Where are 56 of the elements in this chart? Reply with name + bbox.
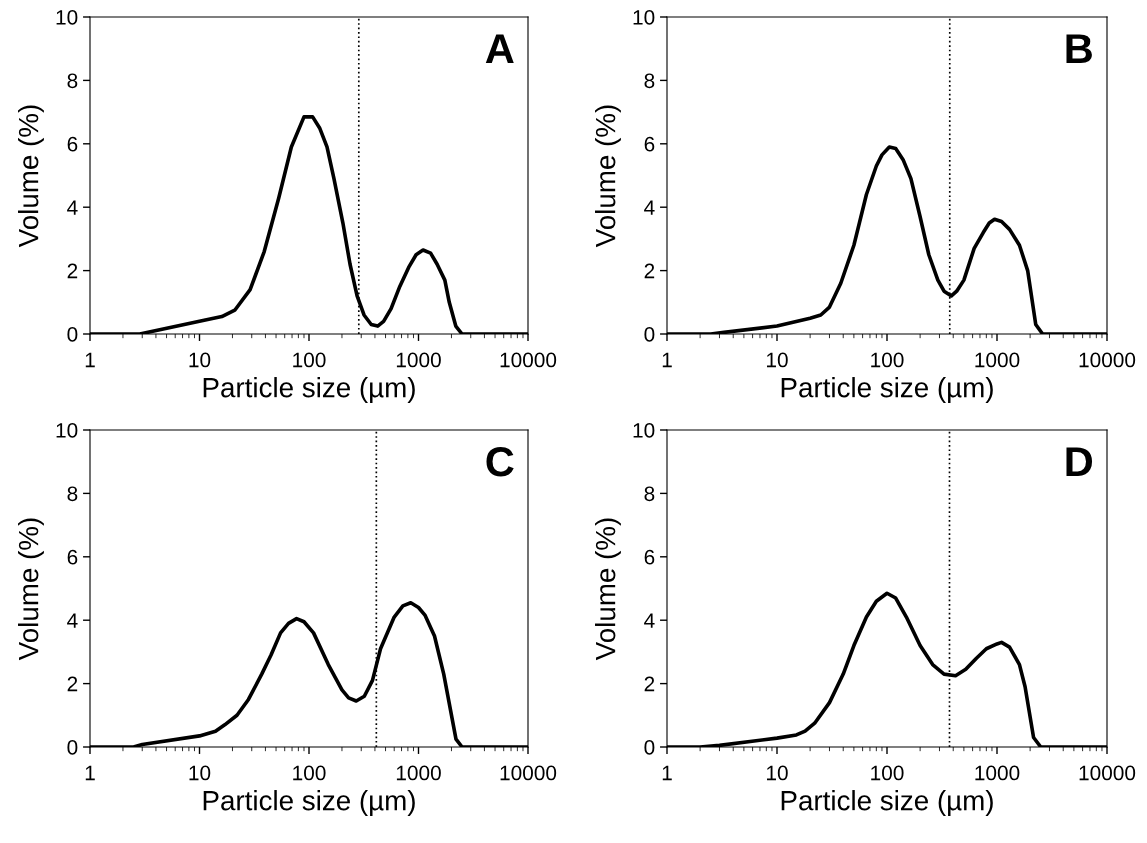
y-tick-label: 6: [644, 549, 655, 565]
y-tick-label: 4: [644, 200, 655, 215]
x-tick-label: 100: [293, 765, 326, 781]
y-tick-label: 2: [644, 263, 655, 279]
x-tick-label: 1000: [396, 765, 441, 781]
x-axis-title: Particle size (µm): [781, 790, 993, 816]
y-tick-label: 6: [67, 549, 78, 565]
x-axis-title: Particle size (µm): [203, 790, 415, 816]
y-tick-label: 2: [644, 676, 655, 692]
x-tick-label: 1000: [975, 765, 1020, 781]
y-tick-label: 4: [67, 613, 78, 628]
y-tick-label: 0: [67, 740, 78, 755]
x-tick-label: 100: [871, 765, 904, 781]
y-axis-title: Volume (%): [18, 105, 44, 248]
y-tick-label: 4: [67, 200, 78, 215]
x-tick-label: 10000: [1079, 765, 1136, 781]
y-tick-label: 10: [633, 10, 655, 25]
y-tick-label: 8: [67, 73, 78, 89]
x-tick-label: 1: [85, 352, 95, 368]
x-tick-label: 1: [662, 352, 672, 368]
x-tick-label: 10000: [500, 765, 557, 781]
y-tick-label: 10: [56, 423, 78, 438]
x-axis-title: Particle size (µm): [203, 377, 415, 403]
x-tick-label: 10: [189, 765, 211, 781]
y-tick-label: 10: [56, 10, 78, 25]
y-tick-label: 2: [67, 263, 78, 279]
x-tick-label: 10: [767, 352, 788, 368]
x-tick-label: 1000: [396, 352, 441, 368]
x-tick-label: 10000: [1079, 352, 1136, 368]
x-tick-label: 10: [189, 352, 211, 368]
y-tick-label: 8: [67, 486, 78, 502]
annotation: D: [1066, 447, 1093, 477]
y-tick-label: 10: [633, 423, 655, 438]
y-tick-label: 6: [644, 136, 655, 152]
y-axis-title: Volume (%): [595, 518, 621, 661]
x-tick-label: 100: [871, 352, 904, 368]
y-tick-label: 4: [644, 613, 655, 628]
x-tick-label: 1: [662, 765, 672, 781]
y-axis-title: Volume (%): [18, 518, 44, 661]
y-tick-label: 0: [644, 740, 655, 755]
x-tick-label: 1: [85, 765, 95, 781]
y-tick-label: 0: [644, 327, 655, 342]
y-tick-label: 2: [67, 676, 78, 692]
x-tick-label: 10: [767, 765, 788, 781]
x-tick-label: 100: [293, 352, 326, 368]
x-axis-title: Particle size (µm): [781, 377, 993, 403]
annotation: A: [485, 34, 514, 64]
annotation: C: [486, 446, 514, 477]
y-tick-label: 8: [644, 73, 655, 89]
y-axis-title: Volume (%): [595, 105, 621, 248]
y-tick-label: 0: [67, 327, 78, 342]
x-tick-label: 1000: [975, 352, 1020, 368]
y-tick-label: 6: [67, 136, 78, 152]
annotation: B: [1066, 34, 1092, 64]
y-tick-label: 8: [644, 486, 655, 502]
x-tick-label: 10000: [500, 352, 557, 368]
